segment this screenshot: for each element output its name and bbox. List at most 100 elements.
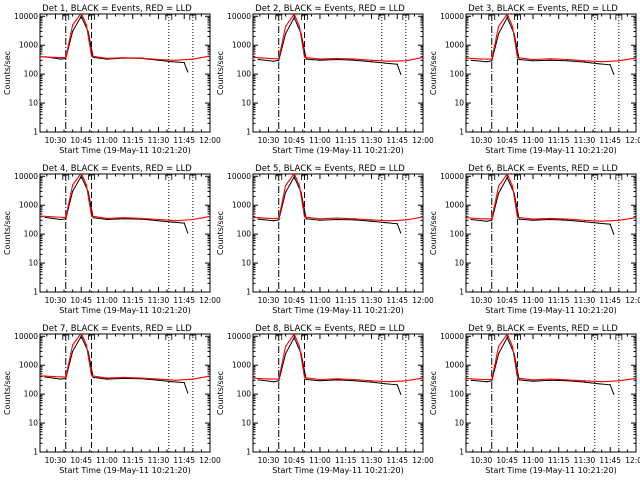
lld-data-point bbox=[498, 345, 500, 347]
lld-data-point bbox=[285, 345, 287, 347]
lld-data-point bbox=[583, 219, 586, 221]
lld-data-point bbox=[388, 220, 390, 222]
events-data-point bbox=[123, 218, 125, 220]
events-data-point bbox=[566, 380, 568, 382]
x-tick-label: 11:00 bbox=[96, 136, 118, 145]
x-tick-label: 11:30 bbox=[148, 456, 170, 465]
lld-data-point bbox=[267, 217, 270, 219]
y-tick-label: 1 bbox=[246, 128, 251, 137]
events-data-point bbox=[470, 218, 472, 221]
lld-data-point bbox=[601, 381, 603, 383]
time-marker-flag bbox=[615, 14, 623, 20]
lld-series-line bbox=[466, 14, 636, 63]
y-tick-label: 10 bbox=[28, 259, 38, 268]
time-marker-flag bbox=[189, 14, 197, 20]
x-tick-label: 10:30 bbox=[471, 456, 493, 465]
detector-panel: Det 5, BLACK = Events, RED = LLD 1 10 100 10… bbox=[216, 164, 434, 315]
events-data-point bbox=[285, 191, 287, 193]
lld-data-point bbox=[353, 218, 355, 220]
x-tick-label: 10:45 bbox=[70, 136, 92, 145]
x-tick-label: 11:00 bbox=[309, 136, 331, 145]
y-tick-label: 100 bbox=[24, 390, 39, 399]
x-tick-label: 11:45 bbox=[173, 456, 195, 465]
lld-data-point bbox=[278, 217, 280, 219]
lld-data-point bbox=[72, 24, 74, 26]
lld-series-line bbox=[253, 174, 423, 222]
detector-panel: Det 4, BLACK = Events, RED = LLD 1 10 100 10… bbox=[3, 164, 221, 315]
x-tick-label: 11:30 bbox=[361, 296, 383, 305]
events-data-point bbox=[65, 377, 67, 379]
events-data-point bbox=[157, 379, 160, 381]
events-data-point bbox=[92, 376, 94, 378]
events-data-point bbox=[273, 381, 275, 383]
y-tick-label: 1000 bbox=[232, 41, 251, 50]
events-data-point bbox=[123, 377, 125, 379]
lld-data-point bbox=[106, 377, 108, 379]
x-tick-label: 10:30 bbox=[258, 456, 280, 465]
lld-series-line bbox=[40, 334, 210, 381]
x-tick-label: 12:00 bbox=[199, 136, 221, 145]
x-tick-label: 10:45 bbox=[283, 296, 305, 305]
x-tick-label: 11:30 bbox=[148, 296, 170, 305]
y-tick-label: 10000 bbox=[14, 12, 38, 21]
events-series-line bbox=[45, 175, 189, 234]
panel-title: Det 9, BLACK = Events, RED = LLD bbox=[468, 324, 618, 334]
lld-series-line bbox=[466, 334, 636, 383]
lld-data-point bbox=[157, 218, 160, 221]
events-data-point bbox=[273, 60, 275, 62]
events-data-point bbox=[609, 223, 611, 225]
lld-data-point bbox=[253, 56, 254, 58]
x-tick-label: 10:30 bbox=[258, 296, 280, 305]
events-data-point bbox=[44, 216, 46, 218]
lld-data-point bbox=[353, 378, 355, 381]
lld-data-point bbox=[54, 56, 57, 59]
lld-data-point bbox=[293, 334, 295, 335]
y-tick-label: 10000 bbox=[227, 332, 251, 341]
lld-data-point bbox=[405, 380, 407, 382]
lld-data-point bbox=[192, 58, 194, 60]
events-data-point bbox=[370, 61, 373, 63]
panel-title: Det 8, BLACK = Events, RED = LLD bbox=[255, 324, 405, 334]
events-data-point bbox=[319, 380, 321, 382]
plot-frame bbox=[39, 13, 211, 133]
time-marker-flag bbox=[591, 334, 599, 340]
time-marker-flag bbox=[301, 174, 308, 180]
lld-data-point bbox=[278, 58, 280, 60]
events-data-point bbox=[532, 219, 534, 221]
lld-data-point bbox=[353, 58, 355, 60]
y-tick-label: 100 bbox=[24, 230, 39, 239]
time-marker-flag bbox=[301, 14, 308, 20]
events-data-point bbox=[257, 379, 259, 381]
events-data-point bbox=[106, 378, 108, 380]
lld-data-point bbox=[405, 60, 407, 62]
lld-data-point bbox=[298, 184, 300, 187]
lld-data-point bbox=[516, 377, 519, 379]
lld-data-point bbox=[491, 378, 493, 381]
events-data-point bbox=[80, 335, 82, 337]
detector-panel: Det 6, BLACK = Events, RED = LLD 1 10 100 10… bbox=[429, 164, 640, 315]
lld-data-point bbox=[319, 58, 321, 60]
lld-data-point bbox=[303, 56, 306, 59]
lld-data-point bbox=[635, 57, 636, 59]
y-tick-label: 100 bbox=[24, 70, 39, 79]
lld-data-point bbox=[583, 60, 586, 62]
panel-title: Det 7, BLACK = Events, RED = LLD bbox=[42, 324, 192, 334]
lld-data-point bbox=[370, 380, 373, 382]
events-data-point bbox=[400, 73, 402, 75]
time-marker-flag bbox=[165, 14, 173, 20]
events-data-point bbox=[44, 376, 46, 378]
x-tick-label: 11:15 bbox=[548, 136, 570, 145]
events-data-point bbox=[353, 59, 355, 61]
lld-data-point bbox=[480, 58, 483, 60]
panel-title: Det 6, BLACK = Events, RED = LLD bbox=[468, 164, 618, 174]
events-data-point bbox=[305, 218, 307, 220]
events-data-point bbox=[518, 218, 520, 220]
events-series-line bbox=[45, 15, 189, 73]
events-data-point bbox=[183, 62, 185, 64]
events-data-point bbox=[187, 71, 189, 73]
plot-frame bbox=[39, 333, 211, 453]
lld-data-point bbox=[532, 218, 534, 220]
lld-data-point bbox=[566, 218, 568, 220]
lld-data-point bbox=[566, 58, 568, 61]
lld-data-point bbox=[85, 24, 87, 26]
